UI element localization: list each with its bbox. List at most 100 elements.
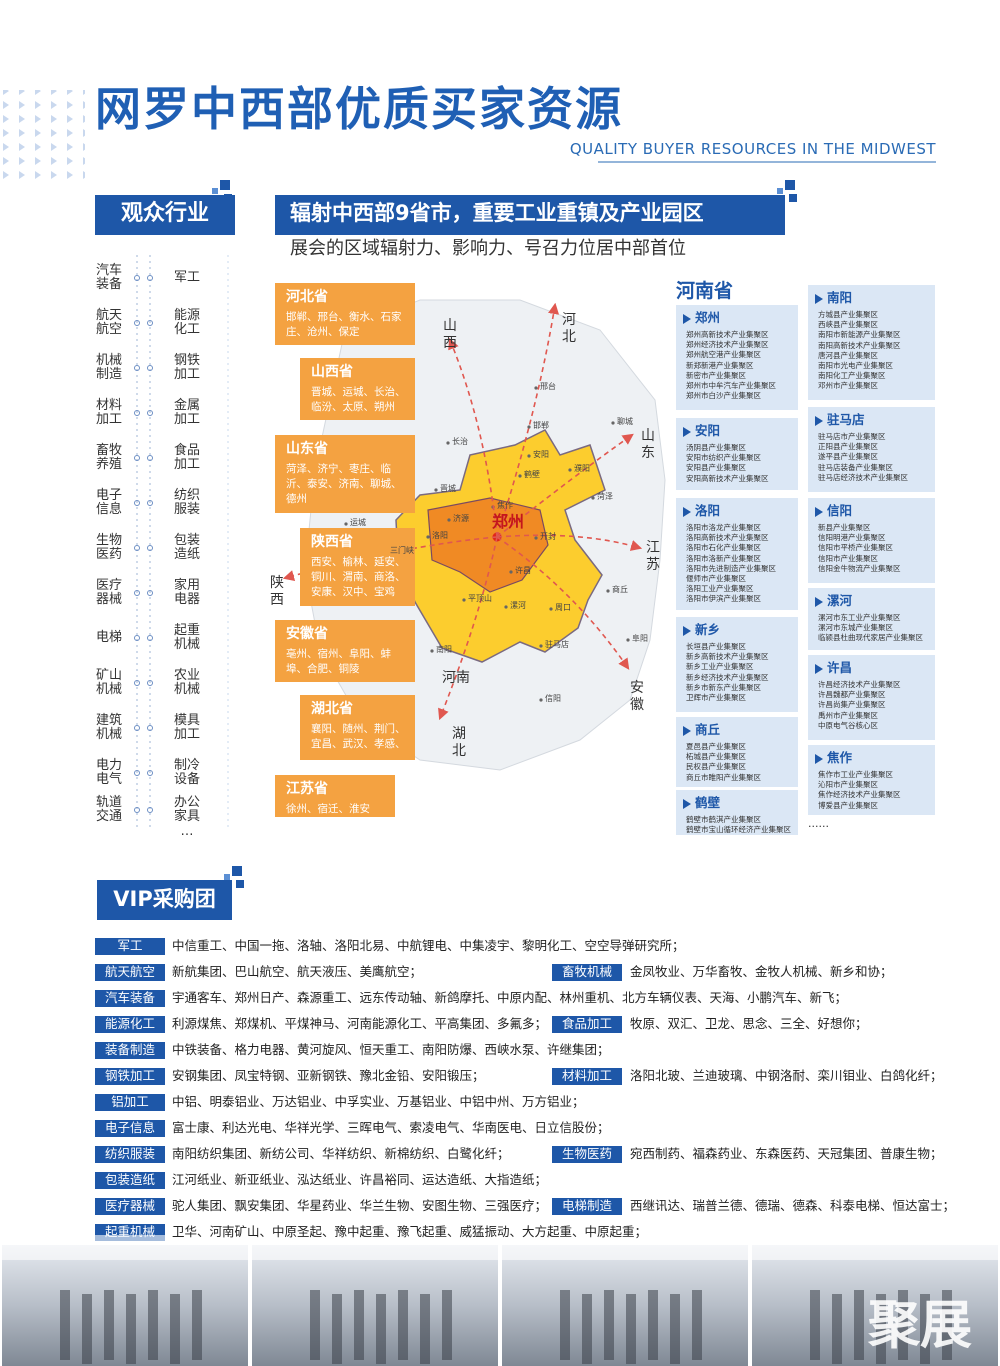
vip-tag xyxy=(95,990,165,1007)
row-dot xyxy=(134,680,140,686)
park-name: 汤阴县产业集聚区 xyxy=(686,443,746,452)
city-label: 濮阳 xyxy=(574,464,590,473)
card-arrow xyxy=(815,294,823,304)
card-arrow xyxy=(815,754,823,764)
photo-figure xyxy=(376,1294,386,1364)
park-name: 洛阳工业产业集聚区 xyxy=(686,584,754,594)
city-card xyxy=(808,285,935,400)
city-dot xyxy=(430,649,434,653)
park-name: 洛阳市洛新产业集聚区 xyxy=(686,553,761,563)
park-name: 郑州高新技术产业集聚区 xyxy=(686,330,769,339)
province-name: 河北省 xyxy=(286,289,328,305)
park-name: 新县产业集聚区 xyxy=(818,523,871,532)
park-name: 新郑新港产业集聚区 xyxy=(686,360,754,370)
park-name: 新乡经济技术产业集聚区 xyxy=(686,672,769,682)
park-name: 西峡县产业集聚区 xyxy=(818,320,878,330)
city-label: 运城 xyxy=(350,518,366,527)
photo-figure xyxy=(648,1290,658,1360)
city-label: 晋城 xyxy=(440,484,456,493)
vip-tag xyxy=(95,1120,165,1137)
park-name: 新乡市新东产业集聚区 xyxy=(686,682,761,692)
section-subtitle: 展会的区域辐射力、影响力、号召力位居中部首位 xyxy=(290,238,686,259)
vip-buyers: 宛西制药、福森药业、东森医药、天冠集团、普康生物； xyxy=(630,1146,943,1161)
vip-tag xyxy=(95,1172,165,1189)
park-name: 漯河市东工业产业集聚区 xyxy=(818,613,901,622)
vip-tag xyxy=(95,1016,165,1033)
vip-tag-label: 材料加工 xyxy=(561,1068,612,1083)
row-dot xyxy=(134,365,140,371)
park-name: 安阳县产业集聚区 xyxy=(686,463,746,473)
photo-figure xyxy=(420,1294,430,1364)
province-card xyxy=(300,528,415,606)
card-arrow xyxy=(683,626,691,636)
park-name: 卫辉市产业集聚区 xyxy=(686,693,746,702)
decor-pattern xyxy=(0,90,85,185)
city-dot xyxy=(534,536,538,540)
industry-label: 化工 xyxy=(173,322,200,338)
park-name: 长垣县产业集聚区 xyxy=(686,642,746,651)
card-arrow xyxy=(683,427,691,437)
vip-tag-label: 航天航空 xyxy=(104,964,155,979)
industry-label: 模具 xyxy=(173,712,200,728)
vip-buyers: 西继讯达、瑞普兰德、德瑞、德森、科泰电梯、恒达富士； xyxy=(630,1198,956,1213)
city-label: 邢台 xyxy=(540,382,556,391)
park-name: 驻马店装备产业集聚区 xyxy=(818,462,893,472)
park-name: 郑州市中牟汽车产业集聚区 xyxy=(686,381,776,390)
industry-label: 加工 xyxy=(95,412,122,428)
row-dot xyxy=(147,275,153,281)
city-card xyxy=(676,790,798,835)
industry-label: 汽车 xyxy=(95,262,122,278)
radiation-arrow xyxy=(496,536,630,670)
city-dot xyxy=(611,421,615,425)
park-name: 许昌经济技术产业集聚区 xyxy=(818,680,901,689)
industry-label: 金属 xyxy=(173,397,200,413)
park-name: 洛阳市洛龙产业集聚区 xyxy=(686,523,761,532)
city-dot xyxy=(504,605,508,609)
industry-label: 养殖 xyxy=(95,457,122,473)
vip-tag xyxy=(95,1146,165,1163)
park-name: 信阳市平桥产业集聚区 xyxy=(818,543,893,553)
industry-label: 家用 xyxy=(173,577,200,593)
industry-label: … xyxy=(180,823,194,839)
industry-label: 服装 xyxy=(173,502,200,518)
industry-label: 造纸 xyxy=(173,547,200,563)
city-dot xyxy=(518,474,522,478)
industry-label: 食品 xyxy=(173,442,200,458)
row-dot xyxy=(147,725,153,731)
park-name: 方城县产业集聚区 xyxy=(818,310,878,319)
industry-label: 医疗 xyxy=(95,577,122,593)
province-card xyxy=(275,775,395,817)
industry-label: 电力 xyxy=(95,757,122,773)
province-name: 山西省 xyxy=(311,364,353,380)
vip-buyers: 富士康、利达光电、华祥光学、三晖电气、索凌电气、华南医电、日立信股份； xyxy=(172,1120,610,1135)
park-name: 漯河市东城产业集聚区 xyxy=(818,623,893,633)
park-name: 邓州市产业集聚区 xyxy=(818,381,878,391)
card-arrow xyxy=(815,507,823,517)
section-header-box xyxy=(97,880,232,920)
vip-buyers: 江河纸业、新亚纸业、泓达纸业、许昌裕同、运达造纸、大指造纸； xyxy=(172,1172,548,1187)
city-card xyxy=(676,617,798,712)
city-label: 聊城 xyxy=(617,417,633,426)
more-mark: ...... xyxy=(808,817,829,830)
park-name: 新乡高新技术产业集聚区 xyxy=(686,652,769,662)
park-name: 禹州市产业集聚区 xyxy=(818,710,878,720)
city-label: 周口 xyxy=(555,603,571,612)
vip-tag xyxy=(552,1016,622,1033)
row-dot xyxy=(134,635,140,641)
vip-buyers: 中铁装备、格力电器、黄河旋风、恒天重工、南阳防爆、西峡水泵、许继集团； xyxy=(172,1042,610,1057)
watermark: 聚展 xyxy=(868,1296,973,1356)
vip-buyers: 中铝、明泰铝业、万达铝业、中孚实业、万基铝业、中铝中州、万方铝业； xyxy=(172,1094,585,1109)
photo-figure xyxy=(354,1290,364,1360)
vip-tag xyxy=(95,1094,165,1111)
industry-label: 能源 xyxy=(173,307,200,323)
industry-label: 医药 xyxy=(95,547,122,563)
city-dot xyxy=(626,638,630,642)
decor-square xyxy=(777,188,783,194)
park-name: 鹤壁市宝山循环经济产业集聚区 xyxy=(686,825,791,835)
card-arrow xyxy=(683,314,691,324)
city-dot xyxy=(462,598,466,602)
park-name: 夏邑县产业集聚区 xyxy=(686,742,746,751)
city-label: 三门峡 xyxy=(390,546,414,555)
vip-tag-label: 军工 xyxy=(117,938,143,953)
direction-label: 湖北 xyxy=(452,726,466,759)
